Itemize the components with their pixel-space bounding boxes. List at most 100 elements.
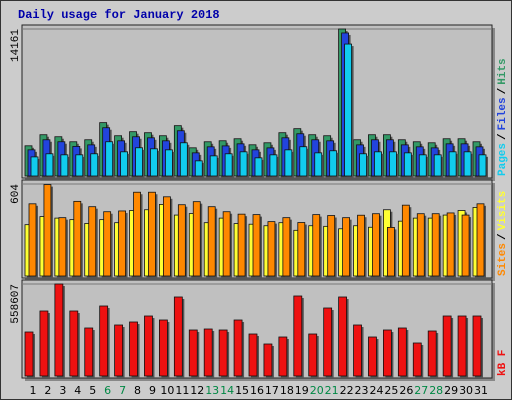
x-tick-label: 26 <box>399 384 413 397</box>
x-tick-label: 11 <box>175 384 189 397</box>
x-tick-label: 28 <box>429 384 443 397</box>
x-tick-label: 30 <box>459 384 473 397</box>
bar <box>457 315 467 377</box>
bar <box>45 153 54 177</box>
legend-entry: Pages <box>497 143 509 176</box>
bar <box>248 333 258 377</box>
bar <box>30 156 39 177</box>
bar <box>397 327 407 377</box>
bar <box>129 321 138 377</box>
bar <box>388 151 397 177</box>
x-tick-label: 21 <box>325 384 339 397</box>
bar <box>344 43 353 177</box>
x-tick-label: 14 <box>220 384 234 397</box>
bar <box>386 227 395 277</box>
bar <box>58 217 67 277</box>
bar <box>282 217 291 277</box>
x-tick-label: 16 <box>250 384 264 397</box>
x-tick-label: 3 <box>59 384 66 397</box>
y-tick-label: 558607 <box>10 284 22 324</box>
x-tick-label: 7 <box>119 384 126 397</box>
legend-entry: Sites <box>497 243 509 276</box>
bar <box>28 203 37 277</box>
bar <box>148 191 156 277</box>
bar <box>329 150 338 177</box>
legend: Pages / Files / Hits <box>497 58 509 176</box>
legend-separator: / <box>497 133 509 140</box>
bar <box>403 152 412 177</box>
bar <box>39 310 49 377</box>
bar <box>75 154 84 177</box>
bar <box>150 148 158 177</box>
x-tick-label: 15 <box>235 384 249 397</box>
legend: Sites / Visits <box>497 191 509 276</box>
x-tick-label: 8 <box>134 384 141 397</box>
x-tick-label: 23 <box>355 384 369 397</box>
legend-entry: Hits <box>497 58 509 84</box>
bar <box>105 141 114 177</box>
bar <box>90 153 99 177</box>
bar <box>237 213 246 277</box>
x-tick-label: 22 <box>340 384 354 397</box>
bar <box>233 319 243 377</box>
bar <box>164 149 173 177</box>
bar <box>463 151 472 177</box>
x-tick-label: 17 <box>265 384 279 397</box>
bar <box>382 329 392 377</box>
bar <box>224 153 233 177</box>
bar <box>135 147 143 177</box>
x-tick-label: 25 <box>384 384 398 397</box>
bar <box>99 305 109 377</box>
bar <box>194 160 203 177</box>
legend-entry: kB F <box>497 350 509 376</box>
bar <box>323 307 333 377</box>
bar <box>308 333 318 377</box>
bar <box>312 214 321 277</box>
bar <box>478 154 487 177</box>
x-tick-label: 27 <box>414 384 428 397</box>
bar <box>299 146 308 177</box>
legend-entry: Files <box>497 97 509 130</box>
x-tick-label: 19 <box>295 384 309 397</box>
chart-title: Daily usage for January 2018 <box>18 8 220 22</box>
bar <box>120 151 128 177</box>
bar <box>342 217 351 277</box>
x-tick-label: 31 <box>474 384 488 397</box>
bar <box>203 328 213 377</box>
bar <box>177 204 186 277</box>
x-tick-label: 1 <box>30 384 37 397</box>
bar <box>218 329 228 377</box>
bar <box>103 211 112 277</box>
bar <box>412 342 422 377</box>
bar <box>368 336 377 377</box>
legend-entry: Visits <box>497 191 509 231</box>
bar <box>269 154 278 177</box>
bar <box>60 154 69 177</box>
x-tick-label: 6 <box>104 384 111 397</box>
bar <box>357 214 365 277</box>
x-tick-label: 2 <box>44 384 51 397</box>
bar <box>118 210 126 277</box>
x-tick-label: 10 <box>160 384 174 397</box>
bar <box>222 211 231 277</box>
bar <box>418 154 427 177</box>
bar <box>472 315 482 377</box>
x-tick-label: 20 <box>310 384 324 397</box>
legend: kB F <box>497 350 509 376</box>
bar <box>88 206 97 277</box>
bar <box>372 213 380 277</box>
bar <box>293 295 303 377</box>
bar <box>401 204 410 277</box>
bar <box>353 324 362 377</box>
bar <box>338 296 348 377</box>
bar <box>144 315 153 377</box>
bar <box>314 152 323 177</box>
y-tick-label: 14161 <box>10 29 22 62</box>
bar <box>158 319 168 377</box>
legend-separator: / <box>497 87 509 94</box>
bar <box>192 201 201 277</box>
bar <box>252 214 261 277</box>
bar <box>427 330 437 377</box>
bar <box>43 184 52 277</box>
bar <box>461 214 470 277</box>
